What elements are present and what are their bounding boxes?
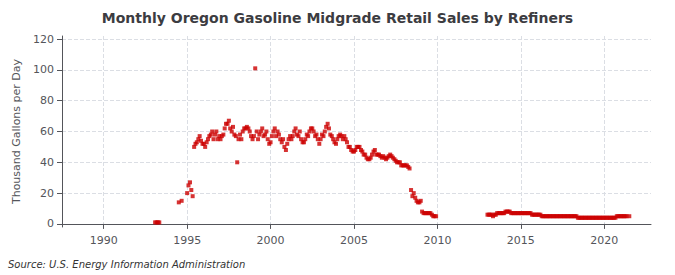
svg-text:100: 100 <box>33 63 54 76</box>
svg-text:Thousand Gallons per Day: Thousand Gallons per Day <box>10 58 23 205</box>
svg-text:60: 60 <box>40 125 54 138</box>
svg-text:2010: 2010 <box>423 234 451 247</box>
svg-text:2005: 2005 <box>340 234 368 247</box>
svg-text:40: 40 <box>40 156 54 169</box>
svg-text:1995: 1995 <box>173 234 201 247</box>
svg-text:120: 120 <box>33 33 54 46</box>
svg-text:Source: U.S. Energy Informatio: Source: U.S. Energy Information Administ… <box>8 259 245 270</box>
svg-text:Monthly Oregon Gasoline Midgra: Monthly Oregon Gasoline Midgrade Retail … <box>102 10 573 26</box>
svg-text:80: 80 <box>40 94 54 107</box>
svg-text:2015: 2015 <box>507 234 535 247</box>
svg-text:1990: 1990 <box>90 234 118 247</box>
svg-text:20: 20 <box>40 187 54 200</box>
svg-text:2020: 2020 <box>590 234 618 247</box>
svg-text:2000: 2000 <box>257 234 285 247</box>
svg-text:0: 0 <box>47 217 54 230</box>
